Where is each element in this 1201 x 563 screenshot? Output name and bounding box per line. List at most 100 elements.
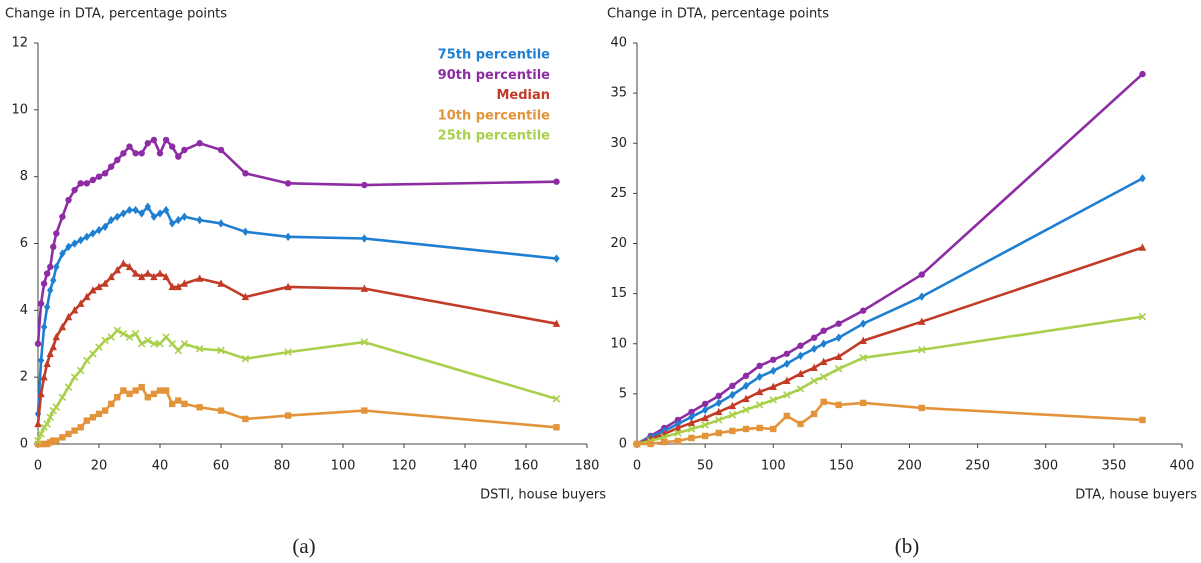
marker (132, 387, 139, 394)
caption: (a) (292, 534, 315, 558)
marker (820, 327, 827, 334)
marker (715, 407, 723, 416)
marker (742, 394, 750, 403)
series-line (636, 73, 1144, 446)
marker (175, 215, 182, 225)
legend-label: Median (496, 88, 550, 103)
marker (217, 146, 225, 154)
marker (101, 407, 109, 414)
marker (119, 259, 128, 267)
marker (796, 385, 805, 393)
marker (138, 383, 145, 391)
y-tick-label: 10 (11, 102, 28, 117)
marker (53, 230, 60, 237)
marker (168, 282, 176, 291)
marker (50, 243, 57, 251)
marker (769, 382, 777, 391)
marker (284, 412, 292, 419)
marker (77, 180, 84, 187)
marker (77, 424, 84, 431)
marker (34, 419, 42, 428)
marker (756, 372, 763, 382)
marker (552, 395, 561, 403)
marker (77, 299, 85, 307)
marker (107, 272, 115, 281)
marker (65, 430, 72, 438)
marker (37, 389, 45, 398)
marker (701, 400, 709, 408)
y-axis-title: Change in DTA, percentage points (5, 7, 227, 22)
marker (674, 437, 682, 445)
marker (756, 362, 763, 370)
marker (729, 427, 736, 435)
marker (917, 345, 926, 354)
marker (284, 348, 292, 356)
marker (796, 369, 805, 378)
marker (71, 239, 78, 248)
x-tick-label: 40 (152, 459, 169, 474)
marker (241, 355, 250, 363)
marker (108, 400, 115, 408)
marker (169, 143, 176, 150)
marker (126, 390, 133, 398)
marker (83, 292, 91, 301)
marker (169, 400, 176, 408)
marker (661, 438, 668, 446)
marker (819, 357, 828, 365)
marker (120, 209, 127, 218)
marker (810, 363, 818, 372)
marker (834, 365, 843, 373)
marker (43, 270, 51, 277)
marker (783, 391, 791, 399)
x-tick-label: 0 (34, 459, 42, 474)
marker (162, 136, 170, 144)
marker (37, 356, 45, 365)
marker (46, 349, 54, 357)
marker (95, 343, 103, 351)
marker (89, 229, 97, 238)
x-tick-label: 180 (575, 459, 600, 474)
marker (150, 272, 158, 281)
marker (217, 346, 225, 355)
marker (783, 412, 791, 420)
marker (918, 292, 925, 301)
marker (217, 219, 225, 228)
x-tick-label: 80 (274, 459, 291, 474)
marker (101, 222, 109, 231)
marker (715, 429, 722, 437)
marker (59, 213, 66, 220)
marker (89, 350, 97, 358)
marker (58, 322, 67, 331)
marker (70, 306, 79, 314)
series-line (636, 315, 1143, 446)
x-tick-label: 250 (965, 459, 990, 474)
marker (688, 434, 695, 442)
marker (65, 242, 72, 252)
marker (553, 178, 560, 185)
marker (797, 342, 804, 349)
marker (284, 282, 292, 291)
y-tick-label: 8 (20, 169, 28, 184)
marker (95, 173, 103, 180)
marker (125, 333, 134, 341)
marker (156, 150, 164, 157)
marker (150, 136, 158, 144)
marker (783, 359, 791, 368)
marker (120, 150, 127, 157)
marker (687, 425, 696, 433)
marker (43, 302, 51, 312)
x-tick-label: 160 (514, 459, 539, 474)
marker (114, 156, 121, 164)
marker (835, 333, 842, 342)
y-tick-label: 10 (610, 336, 627, 351)
y-tick-label: 25 (610, 186, 627, 201)
marker (835, 401, 842, 409)
marker (156, 209, 164, 218)
marker (859, 307, 867, 314)
marker (552, 319, 561, 327)
marker (742, 381, 750, 391)
marker (714, 416, 723, 424)
marker (59, 434, 66, 441)
marker (361, 181, 368, 189)
marker (125, 262, 134, 271)
